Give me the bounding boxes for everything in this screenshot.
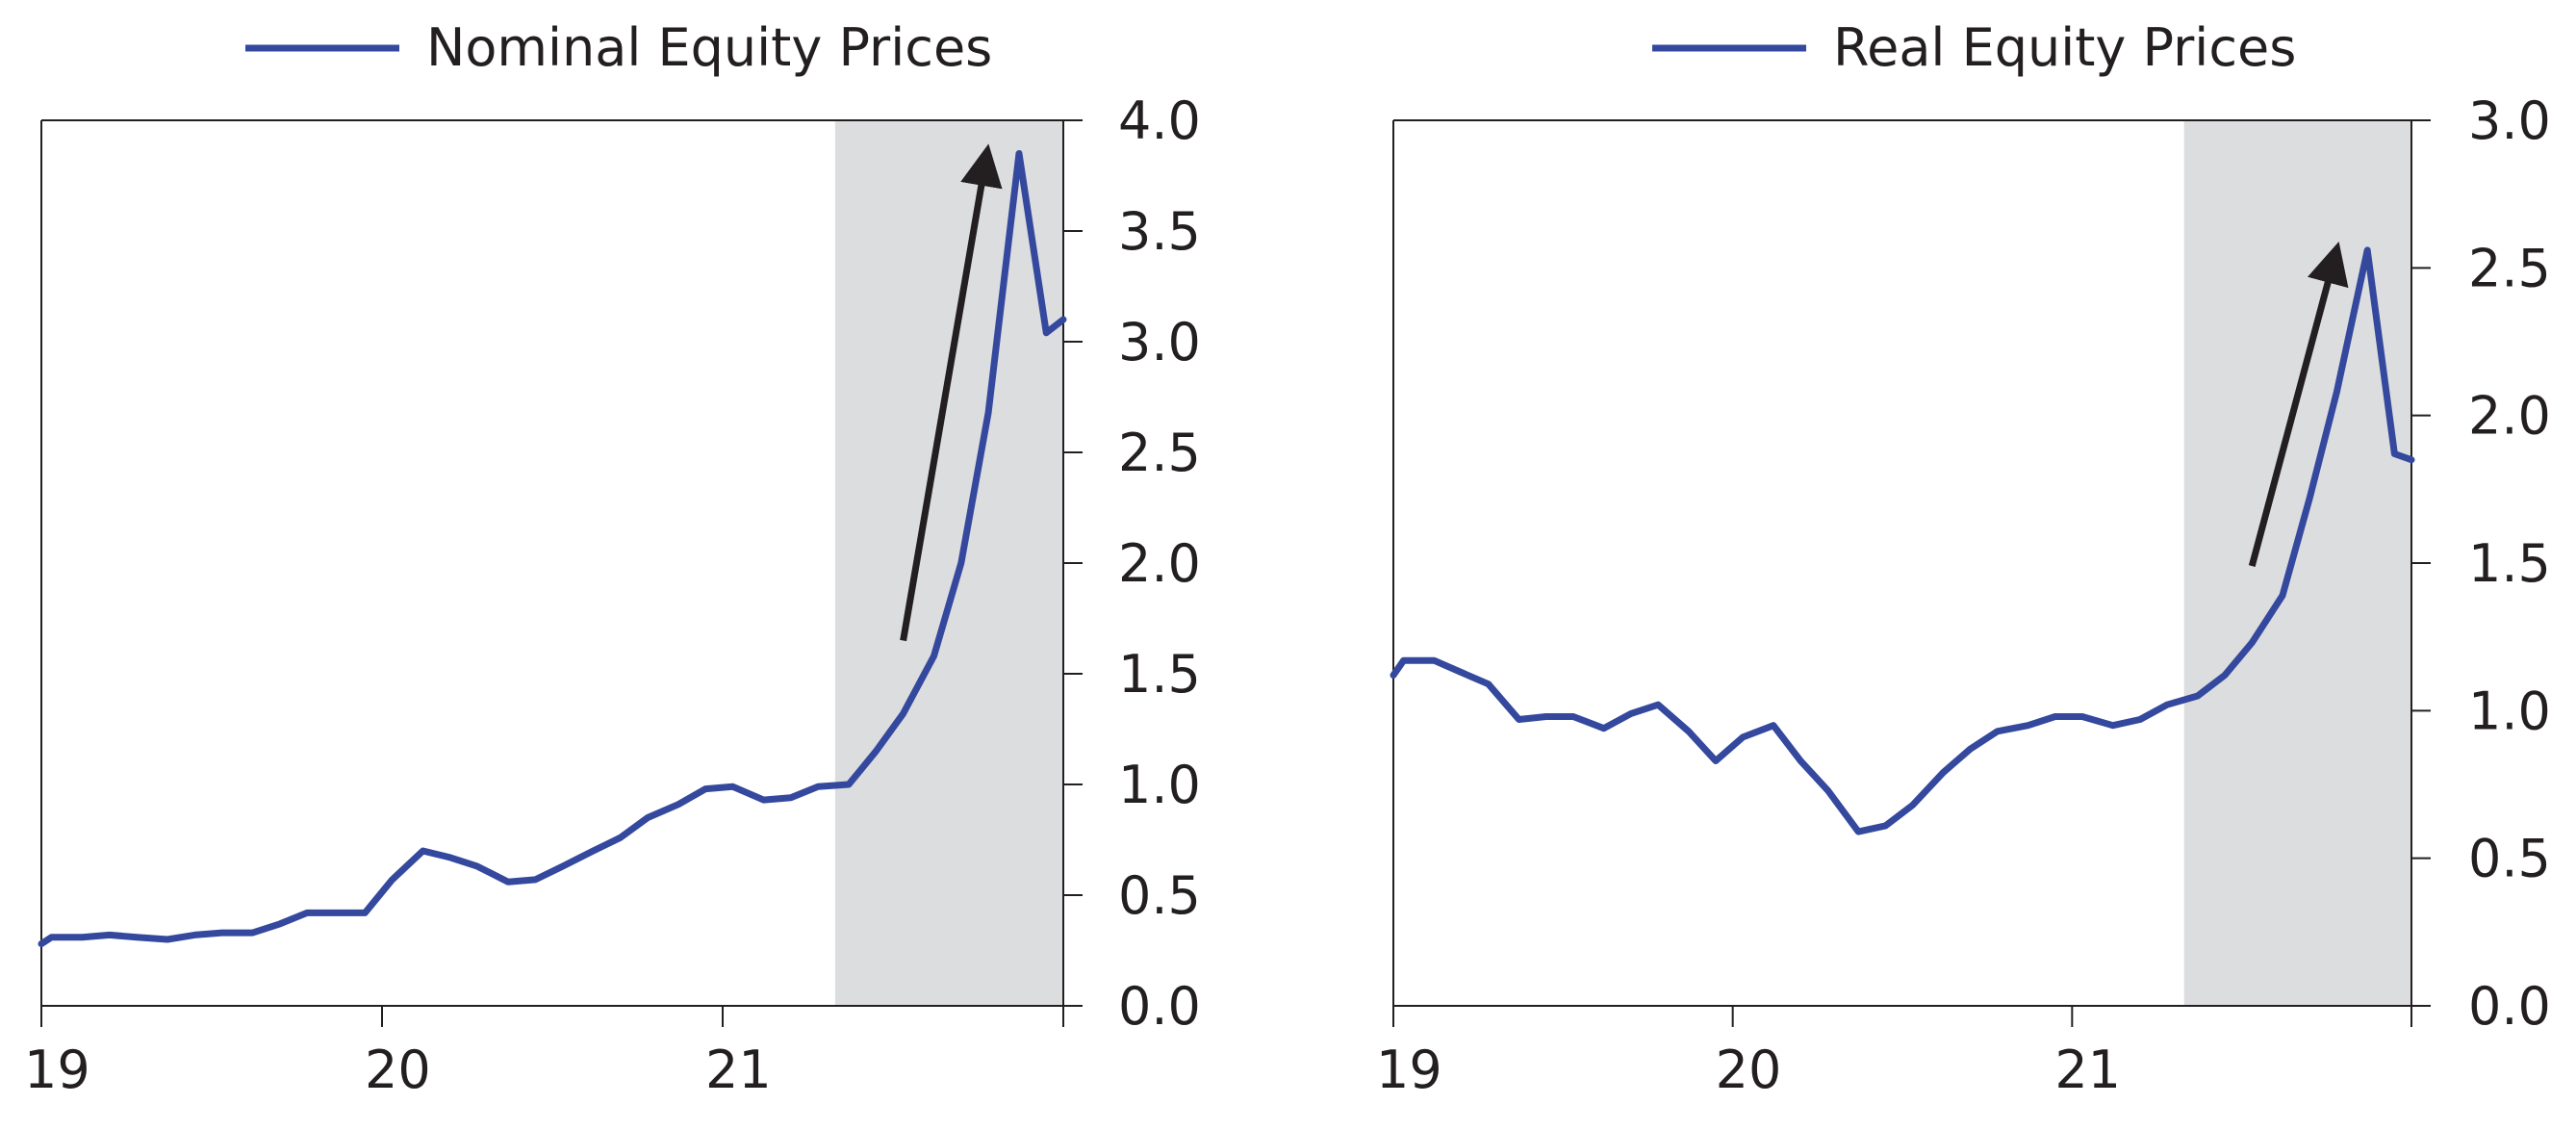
y-tick-label: 2.5 — [1118, 423, 1201, 483]
y-tick-label: 0.5 — [2468, 829, 2551, 889]
x-tick-label: 21 — [2054, 1040, 2121, 1100]
y-tick-label: 0.0 — [1118, 976, 1201, 1037]
y-tick-label: 3.5 — [1118, 201, 1201, 262]
y-tick-label: 1.0 — [2468, 681, 2551, 741]
trend-arrow — [900, 143, 1003, 642]
y-tick-label: 2.0 — [2468, 386, 2551, 447]
y-tick-label: 1.0 — [1118, 755, 1201, 815]
chart-panel-1: 0.0 0.5 1.0 1.5 2.0 2.5 3.0 3.5 4.0 19 20 21 Nominal… — [24, 17, 1201, 1100]
shaded-region — [834, 120, 1063, 1006]
legend-label: Nominal Equity Prices — [426, 17, 992, 78]
y-tick-label: 0.0 — [2468, 976, 2551, 1037]
x-tick-label: 19 — [1376, 1040, 1442, 1100]
legend-label: Real Equity Prices — [1833, 17, 2296, 78]
y-tick-label: 4.0 — [1118, 90, 1201, 151]
chart-panel-2: 0.0 0.5 1.0 1.5 2.0 2.5 3.0 19 20 21 Real Equity P… — [1376, 17, 2551, 1100]
x-tick-label: 20 — [365, 1040, 431, 1100]
y-tick-label: 0.5 — [1118, 865, 1201, 926]
y-tick-label: 2.5 — [2468, 238, 2551, 298]
x-tick-label: 20 — [1716, 1040, 1782, 1100]
series-line — [1390, 246, 2415, 835]
y-tick-label: 1.5 — [2468, 533, 2551, 594]
trend-arrow — [2248, 241, 2349, 567]
x-tick-label: 19 — [24, 1040, 90, 1100]
y-tick-label: 3.0 — [1118, 312, 1201, 372]
shaded-region — [2183, 120, 2411, 1006]
y-tick-label: 3.0 — [2468, 90, 2551, 151]
y-tick-label: 1.5 — [1118, 644, 1201, 705]
y-tick-label: 2.0 — [1118, 533, 1201, 594]
x-tick-label: 21 — [705, 1040, 772, 1100]
series-line — [38, 150, 1067, 948]
